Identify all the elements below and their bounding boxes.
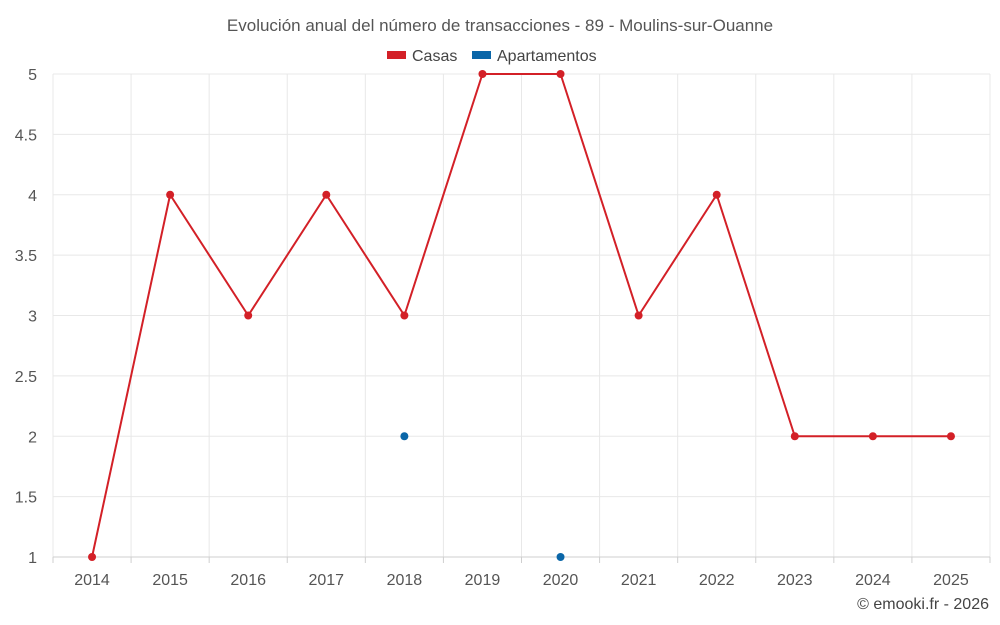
credit-text: © emooki.fr - 2026 [857, 596, 989, 613]
data-point-casas[interactable] [634, 311, 643, 320]
data-point-casas[interactable] [478, 70, 487, 78]
x-tick-label: 2024 [855, 572, 891, 589]
data-point-apartamentos[interactable] [556, 553, 565, 561]
x-tick-label: 2014 [74, 572, 110, 589]
data-point-casas[interactable] [322, 190, 331, 199]
data-point-casas[interactable] [400, 311, 409, 320]
x-tick-label: 2020 [543, 572, 579, 589]
data-point-apartamentos[interactable] [400, 432, 409, 441]
x-tick-label: 2025 [933, 572, 969, 589]
x-tick-label: 2018 [387, 572, 423, 589]
x-tick-label: 2021 [621, 572, 657, 589]
y-tick-label: 2 [28, 429, 37, 446]
data-point-casas[interactable] [88, 553, 97, 561]
y-axis-ticks: 1 1.5 2 2.5 3 3.5 4 4.5 5 [15, 67, 37, 567]
x-tick-label: 2016 [230, 572, 266, 589]
legend-swatch-casas [387, 51, 406, 59]
x-tick-label: 2015 [152, 572, 188, 589]
data-point-casas[interactable] [712, 190, 721, 199]
data-point-casas[interactable] [946, 432, 955, 441]
data-point-casas[interactable] [556, 70, 565, 78]
legend-item-casas[interactable]: Casas [387, 48, 457, 65]
y-tick-label: 3.5 [15, 248, 37, 265]
x-tick-label: 2022 [699, 572, 735, 589]
data-point-casas[interactable] [868, 432, 877, 441]
legend-label-casas: Casas [412, 48, 457, 65]
legend-swatch-apartamentos [472, 51, 491, 59]
y-tick-label: 2.5 [15, 369, 37, 386]
gridlines [52, 73, 991, 557]
y-tick-label: 4 [28, 188, 37, 205]
y-tick-label: 1 [28, 550, 37, 567]
y-tick-label: 3 [28, 309, 37, 326]
chart-title: Evolución anual del número de transaccio… [227, 16, 773, 35]
legend-label-apartamentos: Apartamentos [497, 48, 597, 65]
legend[interactable]: Casas Apartamentos [387, 48, 597, 65]
data-point-casas[interactable] [244, 311, 253, 320]
x-tick-label: 2017 [308, 572, 344, 589]
y-tick-label: 5 [28, 67, 37, 84]
y-tick-label: 4.5 [15, 127, 37, 144]
x-tick-label: 2019 [465, 572, 501, 589]
data-point-casas[interactable] [166, 190, 175, 199]
series-line-casas [91, 73, 951, 558]
legend-item-apartamentos[interactable]: Apartamentos [472, 48, 597, 65]
y-tick-label: 1.5 [15, 490, 37, 507]
x-tick-label: 2023 [777, 572, 813, 589]
data-point-casas[interactable] [790, 432, 799, 441]
series [88, 70, 955, 561]
x-axis-ticks: 2014 2015 2016 2017 2018 2019 2020 2021 2022 2023… [52, 557, 991, 589]
